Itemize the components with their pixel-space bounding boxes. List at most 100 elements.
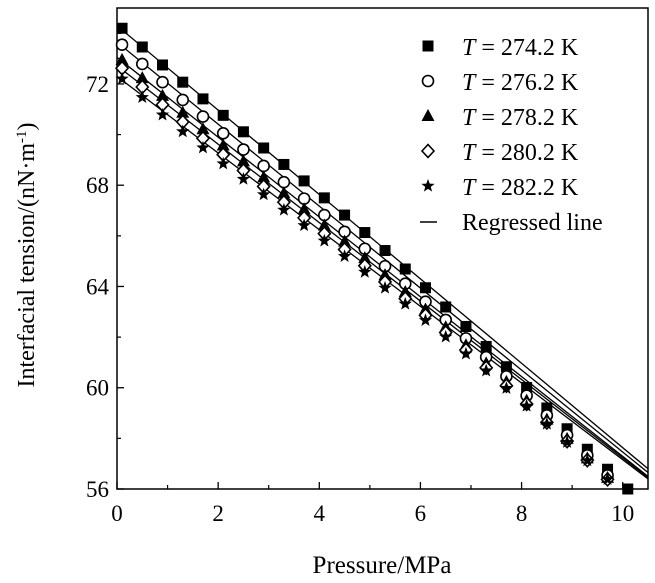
data-point-series-1 — [440, 301, 452, 313]
data-point-series-3 — [196, 122, 210, 135]
data-point-series-3 — [378, 268, 392, 281]
data-point-series-3 — [216, 138, 230, 151]
data-point-series-1 — [622, 483, 634, 495]
data-point-series-2 — [257, 159, 270, 173]
legend-marker-series-3 — [421, 109, 435, 121]
data-point-series-1 — [419, 282, 431, 294]
data-point-series-5 — [317, 233, 331, 247]
data-point-series-5 — [560, 435, 574, 448]
data-point-series-3 — [115, 52, 129, 65]
data-point-series-3 — [317, 218, 331, 231]
y-tick-label: 72 — [86, 72, 109, 97]
data-point-series-5 — [216, 156, 230, 170]
data-point-series-1 — [298, 175, 310, 187]
legend-marker-series-4 — [420, 143, 436, 159]
data-point-series-1 — [318, 192, 330, 204]
x-tick-label: 8 — [516, 501, 528, 526]
data-point-series-5 — [398, 296, 412, 310]
data-point-series-3 — [156, 88, 170, 101]
data-point-series-5 — [479, 363, 493, 377]
data-point-series-5 — [600, 472, 615, 486]
legend-label-series-3: T = 278.2 K — [462, 105, 579, 131]
y-axis-label-close: ) — [14, 122, 40, 130]
data-point-series-3 — [358, 251, 372, 264]
data-point-series-5 — [439, 329, 453, 343]
data-point-series-5 — [135, 90, 149, 104]
data-point-series-1 — [116, 22, 128, 34]
data-point-series-3 — [236, 154, 250, 167]
legend-label-series-2: T = 276.2 K — [462, 70, 579, 96]
x-tick-label: 4 — [314, 501, 326, 526]
data-point-series-5 — [418, 313, 433, 327]
data-point-series-5 — [257, 187, 271, 201]
data-point-series-3 — [135, 71, 149, 84]
y-tick-label: 56 — [86, 477, 109, 502]
x-axis: 0 2 4 6 8 10 — [111, 482, 634, 526]
data-point-series-5 — [358, 265, 372, 278]
data-point-series-5 — [236, 172, 251, 185]
y-tick-label: 64 — [86, 274, 110, 299]
data-point-series-1 — [217, 109, 229, 121]
plot-frame — [116, 7, 649, 490]
data-point-series-5 — [297, 218, 311, 232]
data-point-series-5 — [378, 280, 392, 294]
data-markers — [114, 22, 634, 495]
x-tick-label: 6 — [415, 501, 427, 526]
data-point-series-1 — [379, 245, 391, 257]
data-point-series-3 — [338, 234, 352, 247]
legend-marker-series-2 — [421, 74, 435, 88]
data-point-series-2 — [237, 143, 250, 156]
legend-marker-series-1 — [422, 40, 434, 52]
x-tick-label: 0 — [111, 501, 123, 526]
x-tick-label: 2 — [212, 501, 224, 526]
data-point-series-5 — [499, 381, 514, 394]
data-point-series-1 — [399, 263, 411, 275]
data-point-series-2 — [176, 93, 190, 107]
data-point-series-5 — [196, 140, 210, 154]
data-point-series-1 — [460, 320, 472, 332]
data-point-series-1 — [541, 402, 553, 414]
x-axis-label: Pressure/MPa — [313, 552, 452, 579]
y-axis-label-superscript: -1 — [14, 130, 30, 143]
data-point-series-5 — [459, 346, 473, 360]
data-point-series-1 — [561, 423, 573, 435]
data-point-series-3 — [297, 202, 311, 215]
data-point-series-2 — [115, 38, 129, 52]
data-point-series-2 — [277, 175, 291, 189]
y-tick-label: 68 — [86, 173, 109, 198]
data-point-series-5 — [519, 398, 534, 412]
data-point-series-1 — [339, 209, 351, 221]
data-point-series-1 — [258, 142, 270, 154]
legend-label-series-5: T = 282.2 K — [462, 175, 579, 201]
x-tick-label: 10 — [611, 501, 634, 526]
legend-label-series-1: T = 274.2 K — [462, 35, 579, 61]
legend-label-regressed: Regressed line — [462, 210, 603, 236]
data-point-series-1 — [157, 59, 169, 71]
data-point-series-2 — [196, 110, 210, 123]
data-point-series-5 — [176, 124, 190, 138]
data-point-series-1 — [177, 76, 189, 88]
data-point-series-5 — [155, 107, 170, 121]
data-point-series-1 — [480, 340, 492, 352]
legend-label-series-4: T = 280.2 K — [462, 140, 579, 166]
y-axis-label: Interfacial tension/(nN·m-1) — [14, 122, 40, 387]
legend-marker-series-5 — [421, 179, 435, 192]
data-point-series-5 — [580, 453, 594, 467]
data-point-series-5 — [540, 416, 554, 430]
data-point-series-3 — [176, 105, 190, 118]
data-point-series-5 — [277, 203, 291, 216]
y-axis-label-main: Interfacial tension/(nN·m — [14, 143, 40, 388]
data-point-series-1 — [136, 41, 148, 53]
data-point-series-1 — [521, 381, 533, 393]
data-point-series-3 — [277, 186, 291, 199]
data-point-series-3 — [257, 170, 271, 183]
data-point-series-1 — [500, 361, 512, 373]
data-point-series-2 — [216, 127, 230, 140]
y-axis: 56 60 64 68 72 — [86, 32, 124, 502]
data-point-series-1 — [359, 227, 371, 239]
data-point-series-1 — [278, 158, 290, 170]
data-point-series-1 — [197, 93, 209, 105]
legend: T = 274.2 K T = 276.2 K T = 278.2 K T = 280… — [420, 35, 603, 236]
data-point-series-2 — [135, 57, 149, 71]
